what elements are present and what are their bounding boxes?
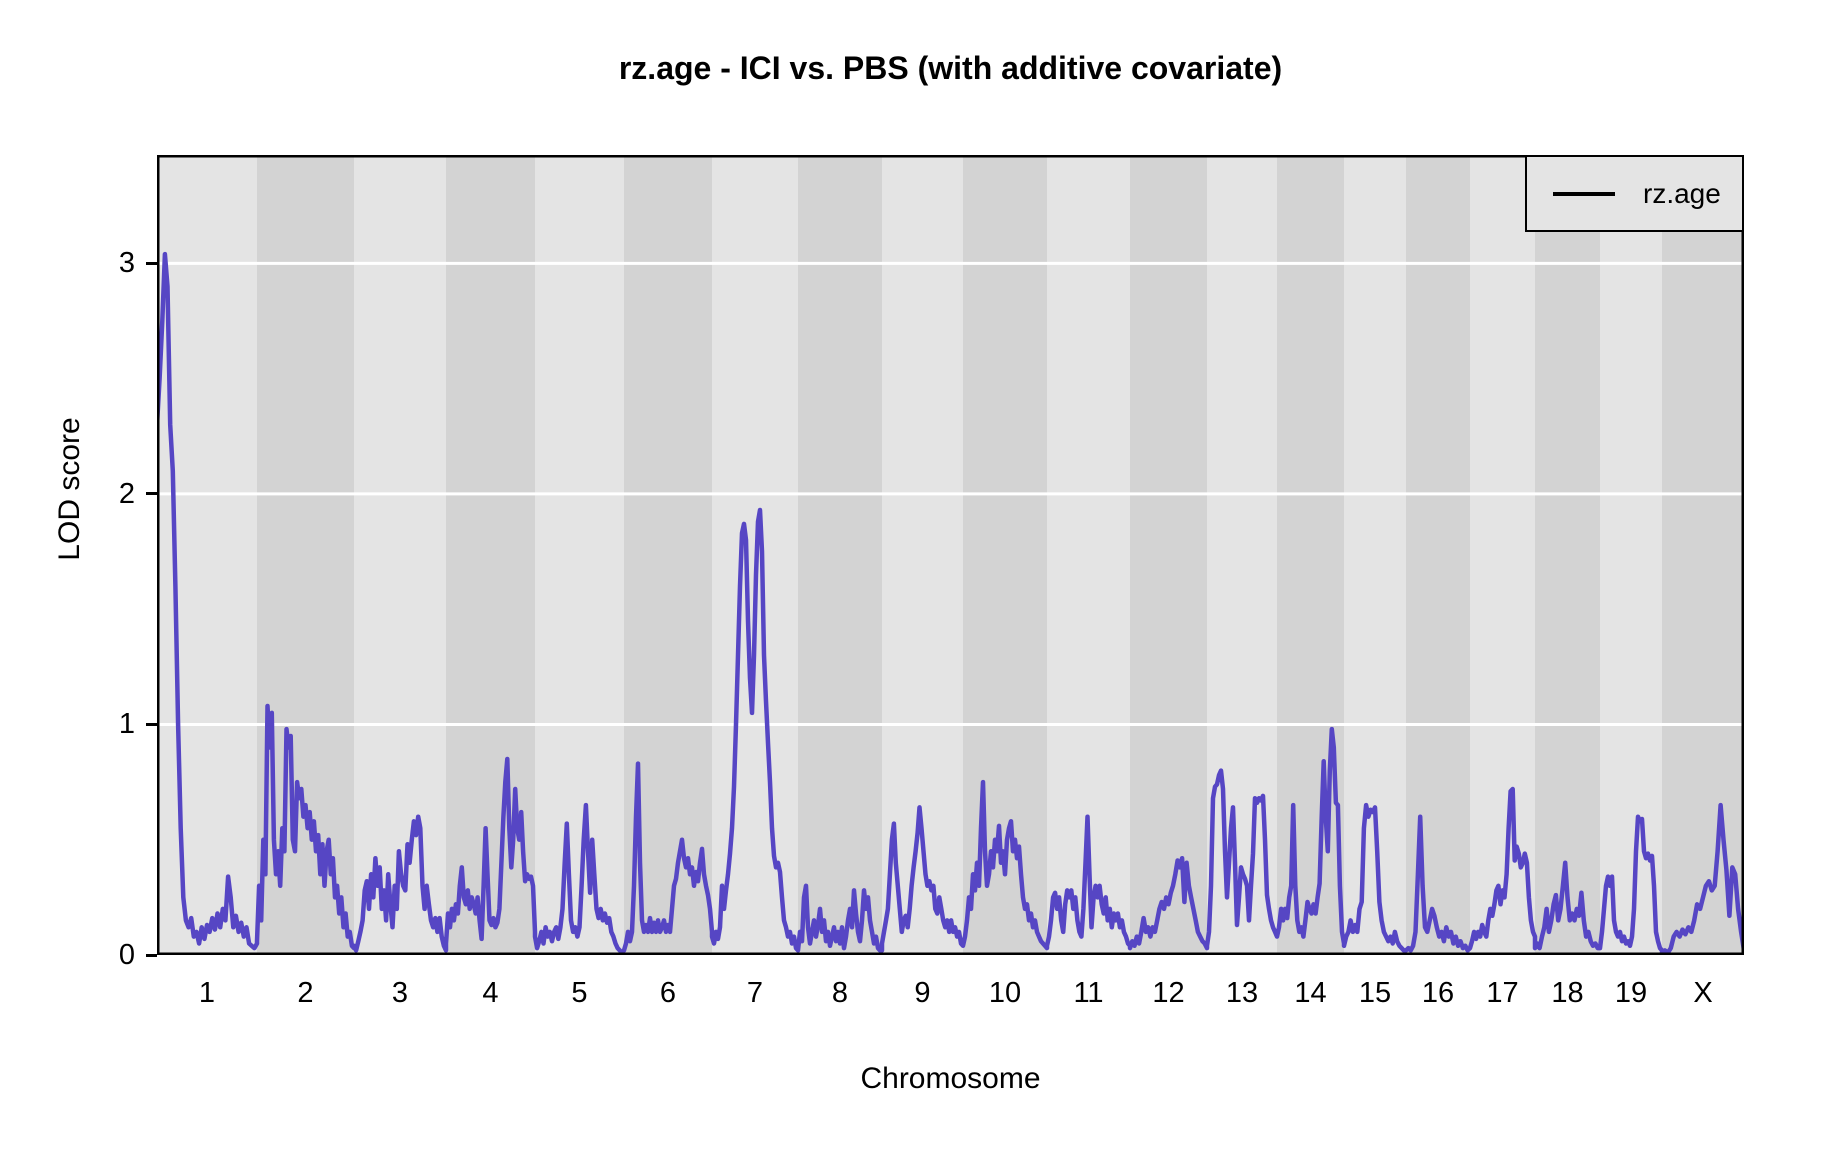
lod-curve: [157, 251, 1744, 955]
chromosome-band-12: [1130, 155, 1207, 955]
y-tick-label-1: 1: [118, 708, 135, 741]
chromosome-band-X: [1662, 155, 1744, 955]
chromosome-band-16: [1406, 155, 1470, 955]
x-tick-label-chr-10: 10: [988, 977, 1022, 1009]
x-tick-label-chr-1: 1: [198, 977, 216, 1009]
x-tick-label-chr-15: 15: [1358, 977, 1392, 1009]
chromosome-band-1: [157, 155, 257, 955]
x-tick-label-chr-4: 4: [482, 977, 499, 1009]
legend-series-label: rz.age: [1643, 177, 1721, 209]
x-tick-label-chr-13: 13: [1225, 977, 1259, 1009]
chromosome-band-19: [1600, 155, 1662, 955]
legend-line-swatch: [1553, 191, 1615, 196]
chromosome-band-18: [1535, 155, 1600, 955]
x-tick-label-chr-16: 16: [1421, 977, 1455, 1009]
x-tick-label-chr-14: 14: [1294, 977, 1327, 1009]
y-tick-mark-3: [146, 261, 157, 265]
x-tick-label-chr-19: 19: [1614, 977, 1648, 1009]
y-tick-mark-0: [146, 953, 157, 957]
x-tick-label-chr-5: 5: [571, 977, 588, 1009]
y-tick-mark-2: [146, 492, 157, 496]
chromosome-band-10: [963, 155, 1047, 955]
y-tick-label-3: 3: [118, 247, 135, 280]
x-tick-label-chr-3: 3: [391, 977, 409, 1009]
chromosome-band-3: [354, 155, 446, 955]
x-tick-label-chr-X: X: [1693, 977, 1713, 1009]
y-tick-label-2: 2: [118, 477, 135, 510]
x-tick-label-chr-8: 8: [831, 977, 849, 1009]
y-tick-label-0: 0: [118, 939, 135, 971]
chromosome-band-8: [798, 155, 882, 955]
x-tick-label-chr-17: 17: [1486, 977, 1519, 1009]
plot-border: [157, 155, 1744, 955]
x-tick-label-chr-2: 2: [297, 977, 314, 1009]
plot-title: rz.age - ICI vs. PBS (with additive cova…: [618, 50, 1283, 86]
chromosome-band-17: [1470, 155, 1535, 955]
y-tick-mark-1: [146, 722, 157, 726]
lod-chart: [157, 155, 1744, 955]
x-axis-title: Chromosome: [860, 1062, 1041, 1095]
x-tick-label-chr-6: 6: [659, 977, 677, 1009]
chromosome-band-5: [535, 155, 624, 955]
legend: rz.age: [1525, 155, 1744, 232]
x-tick-label-chr-12: 12: [1152, 977, 1185, 1009]
chromosome-band-2: [257, 155, 354, 955]
x-tick-label-chr-18: 18: [1551, 977, 1584, 1009]
x-tick-label-chr-7: 7: [746, 977, 764, 1009]
x-tick-label-chr-11: 11: [1073, 977, 1104, 1009]
plot-area: [157, 155, 1744, 955]
chromosome-band-14: [1277, 155, 1344, 955]
x-tick-label-chr-9: 9: [914, 977, 931, 1009]
